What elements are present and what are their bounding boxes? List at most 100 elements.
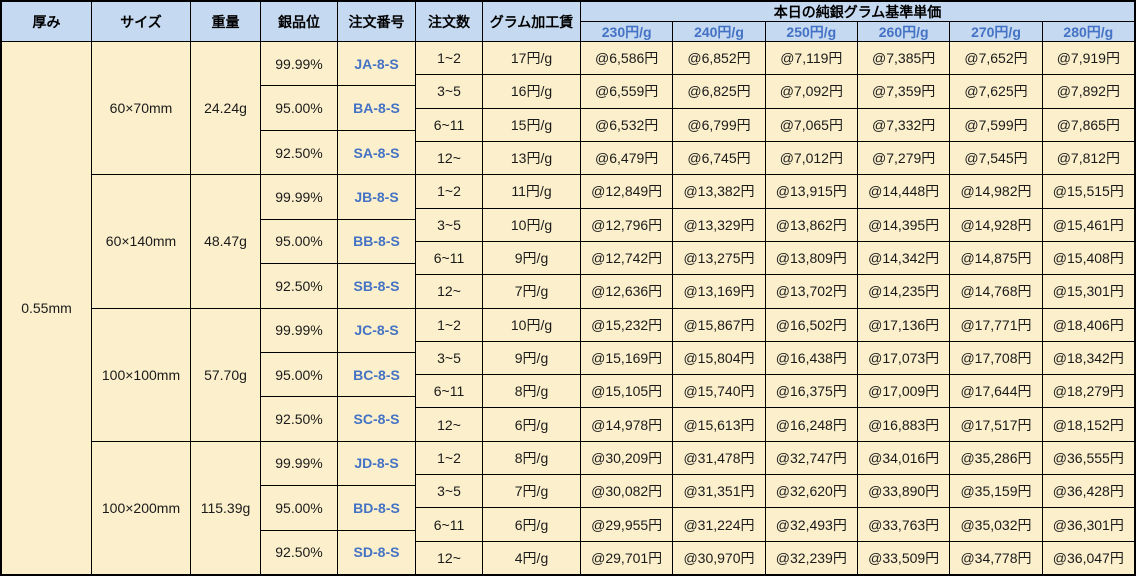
cell-fee: 16円/g	[483, 75, 580, 108]
cell-price: @32,239円	[765, 541, 857, 574]
cell-price: @29,701円	[581, 541, 673, 574]
cell-grade: 99.99%	[261, 308, 337, 352]
cell-price: @16,248円	[765, 408, 857, 441]
cell-price: @7,652円	[950, 42, 1042, 75]
cell-grade: 92.50%	[261, 397, 337, 441]
cell-price: @32,493円	[765, 508, 857, 541]
cell-price: @16,883円	[858, 408, 950, 441]
cell-thickness: 0.55mm	[2, 42, 91, 574]
cell-fee: 7円/g	[483, 275, 580, 308]
cell-price: @14,342円	[858, 241, 950, 275]
cell-price: @16,375円	[765, 375, 857, 408]
cell-price: @12,849円	[581, 175, 673, 208]
cell-price: @31,224円	[673, 508, 765, 541]
cell-price: @36,555円	[1042, 441, 1134, 475]
cell-price: @15,232円	[581, 308, 673, 341]
cell-fee: 11円/g	[483, 175, 580, 208]
cell-grade: 95.00%	[261, 486, 337, 530]
cell-fee: 6円/g	[483, 508, 580, 541]
cell-price: @7,092円	[765, 75, 857, 108]
cell-order-no: JB-8-S	[338, 175, 415, 219]
cell-price: @36,428円	[1042, 475, 1134, 508]
cell-grade: 95.00%	[261, 219, 337, 264]
cell-order-no: JC-8-S	[338, 308, 415, 352]
cell-order-qty: 1~2	[416, 175, 482, 208]
cell-price: @34,778円	[950, 541, 1042, 574]
cell-price: @14,982円	[950, 175, 1042, 208]
cell-price: @7,012円	[765, 141, 857, 175]
cell-size: 100×200mm	[92, 441, 190, 574]
cell-price: @15,301円	[1042, 275, 1134, 308]
cell-price: @32,747円	[765, 441, 857, 475]
cell-grade: 92.50%	[261, 264, 337, 308]
cell-price: @7,119円	[765, 42, 857, 75]
cell-fee: 4円/g	[483, 541, 580, 574]
cell-price: @15,804円	[673, 341, 765, 375]
cell-price: @15,515円	[1042, 175, 1134, 208]
cell-price: @13,329円	[673, 208, 765, 241]
header-price-3: 260円/g	[858, 22, 950, 41]
header-fee: グラム加工賃	[483, 2, 580, 41]
cell-price: @6,559円	[581, 75, 673, 108]
cell-price: @12,742円	[581, 241, 673, 275]
cell-order-qty: 12~	[416, 141, 482, 175]
cell-price: @7,332円	[858, 108, 950, 141]
cell-order-no: JA-8-S	[338, 42, 415, 86]
header-thickness: 厚み	[2, 2, 91, 41]
cell-grade: 99.99%	[261, 441, 337, 486]
cell-price: @13,169円	[673, 275, 765, 308]
cell-price: @29,955円	[581, 508, 673, 541]
cell-price: @17,771円	[950, 308, 1042, 341]
cell-price: @15,613円	[673, 408, 765, 441]
cell-price: @14,928円	[950, 208, 1042, 241]
cell-price: @36,047円	[1042, 541, 1134, 574]
cell-order-qty: 3~5	[416, 341, 482, 375]
cell-order-qty: 6~11	[416, 241, 482, 275]
cell-price: @18,342円	[1042, 341, 1134, 375]
cell-price: @14,875円	[950, 241, 1042, 275]
cell-price: @16,502円	[765, 308, 857, 341]
cell-price: @17,073円	[858, 341, 950, 375]
cell-price: @13,809円	[765, 241, 857, 275]
cell-fee: 15円/g	[483, 108, 580, 141]
cell-order-no: SA-8-S	[338, 130, 415, 175]
cell-order-no: BD-8-S	[338, 486, 415, 530]
cell-price: @13,275円	[673, 241, 765, 275]
cell-price: @7,625円	[950, 75, 1042, 108]
cell-size: 60×140mm	[92, 175, 190, 308]
cell-price: @6,586円	[581, 42, 673, 75]
cell-price: @17,644円	[950, 375, 1042, 408]
cell-fee: 8円/g	[483, 375, 580, 408]
cell-price: @13,862円	[765, 208, 857, 241]
cell-fee: 10円/g	[483, 208, 580, 241]
cell-fee: 9円/g	[483, 341, 580, 375]
cell-size: 100×100mm	[92, 308, 190, 441]
cell-price: @17,136円	[858, 308, 950, 341]
cell-price: @18,152円	[1042, 408, 1134, 441]
cell-price: @6,825円	[673, 75, 765, 108]
cell-fee: 8円/g	[483, 441, 580, 475]
cell-order-qty: 1~2	[416, 42, 482, 75]
cell-price: @14,235円	[858, 275, 950, 308]
cell-price: @6,479円	[581, 141, 673, 175]
cell-order-qty: 6~11	[416, 108, 482, 141]
cell-order-no: SC-8-S	[338, 397, 415, 441]
header-size: サイズ	[92, 2, 190, 41]
header-price-1: 240円/g	[673, 22, 765, 41]
cell-price: @33,509円	[858, 541, 950, 574]
cell-price: @6,852円	[673, 42, 765, 75]
cell-price: @16,438円	[765, 341, 857, 375]
cell-price: @12,796円	[581, 208, 673, 241]
cell-fee: 6円/g	[483, 408, 580, 441]
cell-price: @33,763円	[858, 508, 950, 541]
cell-price: @35,032円	[950, 508, 1042, 541]
header-order-qty: 注文数	[416, 2, 482, 41]
cell-price: @18,279円	[1042, 375, 1134, 408]
cell-price: @14,978円	[581, 408, 673, 441]
cell-fee: 9円/g	[483, 241, 580, 275]
cell-price: @6,532円	[581, 108, 673, 141]
cell-fee: 13円/g	[483, 141, 580, 175]
header-price-0: 230円/g	[581, 22, 673, 41]
cell-price: @14,768円	[950, 275, 1042, 308]
